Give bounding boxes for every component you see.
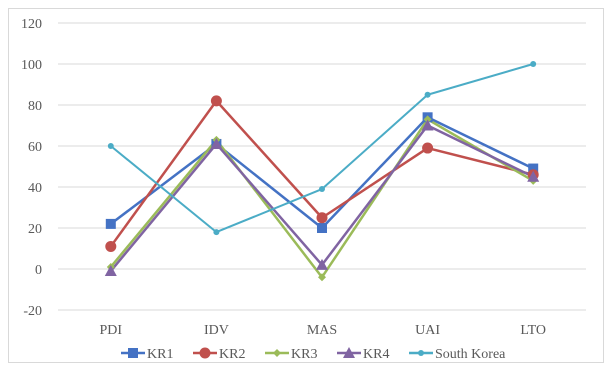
y-tick-label: 80 [28, 99, 42, 114]
data-point-kr2-2 [316, 212, 328, 224]
legend-marker [128, 348, 138, 358]
y-tick-label: 40 [28, 181, 42, 196]
data-point-kr2-1 [210, 95, 222, 107]
x-tick-label: LTO [520, 323, 546, 338]
chart-border [8, 8, 604, 363]
data-point-kr1-2 [317, 223, 327, 233]
y-tick-labels: -20 0 20 40 60 80 100 120 [21, 17, 42, 319]
series-lines [109, 63, 534, 279]
legend-marker [418, 350, 424, 356]
gridlines [58, 22, 586, 311]
data-point-kr2-3 [422, 142, 434, 154]
y-tick-label: 100 [21, 58, 42, 73]
data-point-kr4-3 [421, 119, 434, 131]
legend-marker [343, 347, 355, 358]
legend-marker [273, 349, 281, 357]
data-point-kr4-4 [527, 170, 540, 182]
data-point-south-korea-2 [319, 186, 325, 193]
x-tick-label: IDV [204, 323, 229, 338]
data-point-kr1-4 [528, 163, 539, 174]
y-tick-label: 60 [28, 140, 42, 155]
legend-label: KR1 [147, 347, 173, 362]
data-point-kr3-3 [423, 115, 432, 124]
data-point-kr4-0 [104, 265, 117, 277]
legend-label: KR4 [363, 347, 389, 362]
data-point-kr1-0 [105, 218, 116, 229]
data-point-south-korea-1 [213, 229, 220, 236]
x-tick-labels: PDI IDV MAS UAI LTO [100, 323, 547, 338]
legend: KR1 KR2 KR3 KR4 South Korea [121, 347, 506, 362]
legend-label: South Korea [435, 347, 506, 362]
x-tick-label: MAS [307, 323, 337, 338]
legend-label: KR3 [291, 347, 317, 362]
legend-marker [199, 347, 211, 359]
data-point-south-korea-4 [530, 61, 537, 67]
legend-label: KR2 [219, 347, 245, 362]
data-point-kr4-1 [210, 137, 223, 149]
series-line-south-korea [110, 63, 534, 234]
series-line-kr1 [110, 116, 534, 230]
y-tick-label: 20 [28, 222, 42, 237]
data-point-kr2-0 [105, 240, 117, 252]
y-tick-label: -20 [23, 304, 42, 319]
x-tick-label: PDI [100, 323, 123, 338]
data-point-kr4-2 [316, 258, 328, 270]
y-tick-label: 0 [35, 263, 42, 278]
y-tick-label: 120 [21, 17, 42, 32]
data-point-south-korea-0 [107, 143, 114, 149]
data-point-south-korea-3 [424, 91, 431, 98]
data-point-kr3-2 [318, 273, 326, 282]
series-markers [104, 61, 540, 282]
x-tick-label: UAI [415, 323, 440, 338]
